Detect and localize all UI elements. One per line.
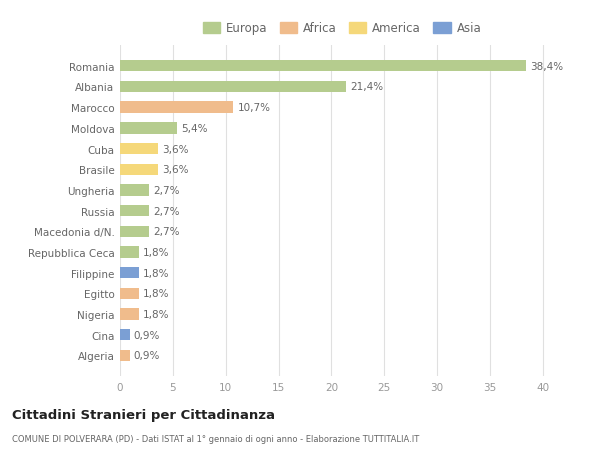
Legend: Europa, Africa, America, Asia: Europa, Africa, America, Asia [199, 19, 485, 39]
Text: 2,7%: 2,7% [153, 227, 179, 237]
Bar [120, 123, 177, 134]
Bar [120, 61, 526, 72]
Text: 1,8%: 1,8% [143, 268, 170, 278]
Bar [120, 268, 139, 279]
Bar [120, 164, 158, 175]
Text: Cittadini Stranieri per Cittadinanza: Cittadini Stranieri per Cittadinanza [12, 409, 275, 421]
Bar [120, 247, 139, 258]
Text: 0,9%: 0,9% [134, 330, 160, 340]
Bar [120, 82, 346, 93]
Text: 1,8%: 1,8% [143, 247, 170, 257]
Text: COMUNE DI POLVERARA (PD) - Dati ISTAT al 1° gennaio di ogni anno - Elaborazione : COMUNE DI POLVERARA (PD) - Dati ISTAT al… [12, 434, 419, 443]
Bar [120, 206, 149, 217]
Bar [120, 185, 149, 196]
Text: 1,8%: 1,8% [143, 289, 170, 299]
Text: 0,9%: 0,9% [134, 351, 160, 361]
Bar [120, 102, 233, 113]
Text: 2,7%: 2,7% [153, 185, 179, 196]
Bar [120, 350, 130, 361]
Text: 21,4%: 21,4% [350, 82, 383, 92]
Bar [120, 330, 130, 341]
Text: 3,6%: 3,6% [162, 165, 189, 175]
Bar [120, 288, 139, 299]
Text: 38,4%: 38,4% [530, 62, 563, 72]
Bar [120, 309, 139, 320]
Text: 2,7%: 2,7% [153, 206, 179, 216]
Text: 1,8%: 1,8% [143, 309, 170, 319]
Text: 3,6%: 3,6% [162, 144, 189, 154]
Text: 10,7%: 10,7% [238, 103, 271, 113]
Bar [120, 226, 149, 237]
Text: 5,4%: 5,4% [181, 123, 208, 134]
Bar [120, 144, 158, 155]
